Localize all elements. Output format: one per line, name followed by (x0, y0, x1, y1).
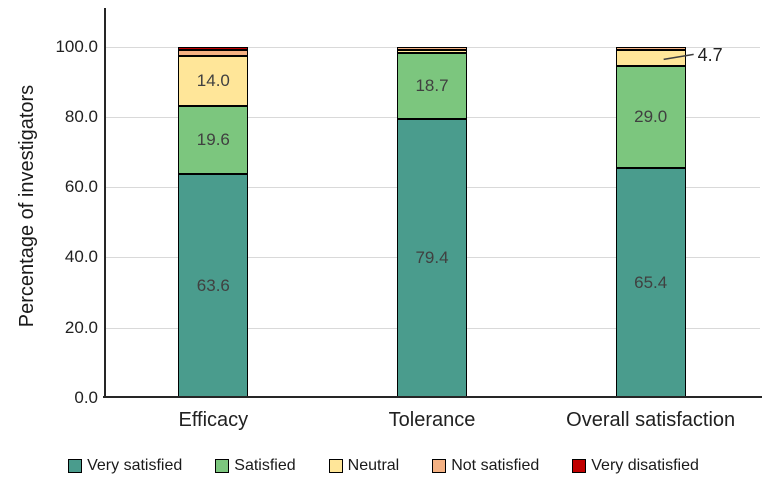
bar-segment-tolerance-satisfied (397, 53, 467, 119)
legend-label: Satisfied (234, 457, 296, 474)
y-axis-title: Percentage of investigators (16, 84, 38, 328)
bar-segment-efficacy-very-satisfied (178, 174, 249, 398)
bar-segment-efficacy-not-satisfied (178, 49, 249, 57)
category-label-efficacy: Efficacy (178, 409, 249, 431)
bar-value-label: 19.6 (196, 129, 230, 149)
legend-item-neutral: Neutral (328, 457, 400, 475)
bar-value-label: 65.4 (634, 273, 668, 293)
bar-value-label: 63.6 (196, 276, 230, 296)
bar-segment-efficacy-neutral (178, 56, 249, 106)
bar-segment-efficacy-satisfied (178, 105, 249, 175)
y-tick-label: 100.0 (55, 36, 98, 56)
plot-area: 63.6 19.6 14.0 79.4 18.7 65.4 29.0 (103, 8, 762, 398)
legend-label: Very satisfied (87, 457, 183, 474)
legend-swatch-icon (432, 459, 447, 473)
y-tick-label: 0.0 (74, 388, 98, 407)
legend-item-very-disatisfied: Very disatisfied (572, 457, 699, 475)
legend-label: Neutral (347, 457, 400, 474)
legend-item-not-satisfied: Not satisfied (432, 457, 539, 475)
bar-segment-overall-satisfaction-satisfied (615, 66, 686, 169)
bar-value-label: 29.0 (634, 107, 668, 127)
legend-label: Very disatisfied (591, 457, 699, 474)
callout-label: 4.7 (697, 44, 723, 65)
y-axis-line (104, 8, 106, 398)
legend-swatch-icon (68, 459, 83, 473)
bar-value-label: 79.4 (415, 248, 449, 268)
bar-segment-overall-satisfaction-not-satisfied (615, 46, 686, 50)
bar-segment-tolerance-not-satisfied (397, 46, 467, 50)
y-tick-label: 60.0 (64, 177, 98, 197)
bar-segment-efficacy-very-disatisfied (178, 46, 249, 50)
legend-swatch-icon (328, 459, 343, 473)
y-tick-label: 40.0 (64, 247, 98, 267)
legend-item-satisfied: Satisfied (215, 457, 296, 475)
bar-value-label: 18.7 (415, 76, 449, 96)
bar-segment-tolerance-neutral (397, 50, 467, 54)
category-label-tolerance: Tolerance (388, 409, 476, 431)
x-axis-line (103, 396, 762, 398)
bar-segment-overall-satisfaction-neutral (615, 49, 686, 67)
category-label-overall-satisfaction: Overall satisfaction (566, 409, 736, 431)
bar-segment-overall-satisfaction-very-satisfied (615, 168, 686, 398)
legend-item-very-satisfied: Very satisfied (68, 457, 182, 475)
legend-swatch-icon (572, 459, 587, 473)
y-tick-label: 20.0 (64, 317, 98, 337)
legend-label: Not satisfied (451, 457, 540, 474)
legend-swatch-icon (215, 459, 230, 473)
legend: Very satisfied Satisfied Neutral Not satisf… (0, 457, 767, 475)
y-tick-label: 80.0 (64, 106, 98, 126)
bar-segment-tolerance-very-satisfied (397, 118, 467, 398)
bar-value-label: 14.0 (196, 70, 230, 90)
